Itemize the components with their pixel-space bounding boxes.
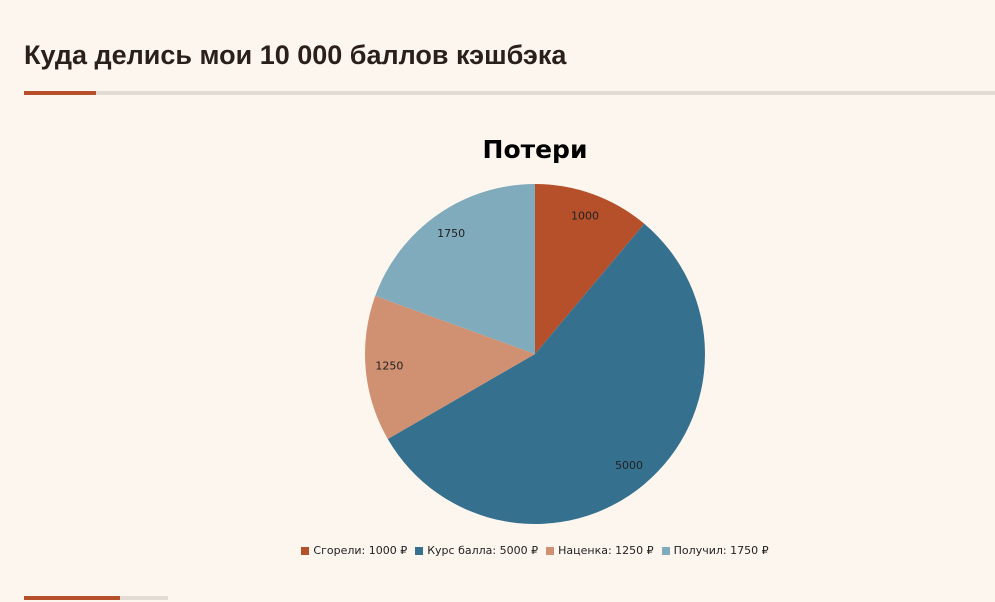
legend-swatch	[546, 546, 555, 555]
legend-swatch	[661, 546, 670, 555]
pie-slice	[375, 184, 535, 354]
data-label: 1750	[437, 227, 465, 240]
legend-label: Получил: 1750 ₽	[673, 544, 769, 557]
header-rule	[24, 91, 995, 95]
chart-title: Потери	[483, 135, 588, 164]
legend-label: Сгорели: 1000 ₽	[313, 544, 408, 557]
legend-item: Получил: 1750 ₽	[661, 544, 769, 557]
legend-item: Сгорели: 1000 ₽	[301, 544, 407, 557]
page-title: Куда делись мои 10 000 баллов кэшбэка	[24, 40, 567, 70]
legend-swatch	[301, 546, 310, 555]
legend-label: Наценка: 1250 ₽	[558, 544, 654, 557]
data-label: 1000	[571, 210, 599, 223]
data-label: 5000	[615, 459, 643, 472]
pie-slice	[364, 295, 535, 439]
header-accent	[24, 91, 96, 95]
pie-slice	[387, 223, 706, 524]
legend-item: Курс балла: 5000 ₽	[415, 544, 538, 557]
legend-swatch	[415, 546, 424, 555]
legend-item: Наценка: 1250 ₽	[546, 544, 654, 557]
data-label: 1250	[375, 360, 403, 373]
pie-slice	[535, 184, 645, 354]
progress-bar	[24, 596, 120, 600]
legend: Сгорели: 1000 ₽ Курс балла: 5000 ₽ Наценка…	[0, 544, 995, 557]
legend-label: Курс балла: 5000 ₽	[427, 544, 539, 557]
